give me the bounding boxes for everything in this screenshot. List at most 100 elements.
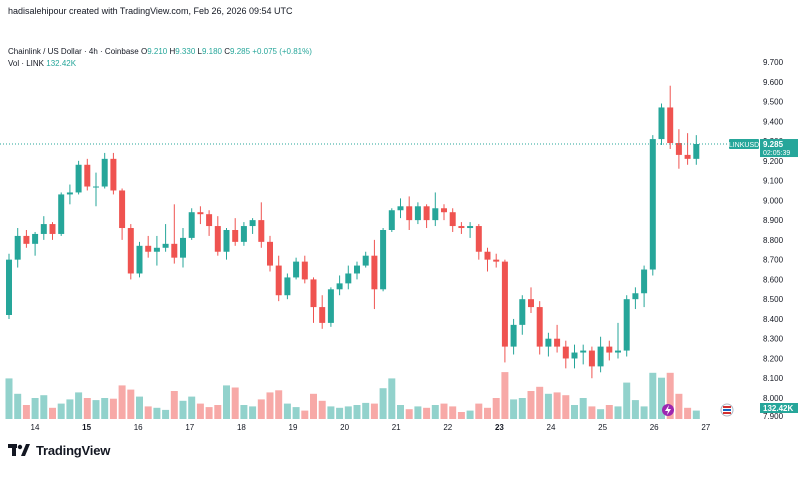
candle-body[interactable] (414, 206, 421, 221)
price-tick-label: 9.600 (763, 78, 784, 87)
candle-body[interactable] (127, 228, 134, 274)
volume-bar (501, 372, 509, 419)
volume-label[interactable]: Vol · LINK (8, 59, 45, 68)
candle-body[interactable] (284, 277, 291, 296)
candle-body[interactable] (432, 208, 439, 221)
candle-body[interactable] (171, 243, 178, 258)
candle-body[interactable] (319, 307, 326, 323)
candle-body[interactable] (510, 324, 517, 347)
volume-bar (510, 399, 518, 419)
candle-body[interactable] (188, 212, 195, 238)
candle-body[interactable] (623, 299, 630, 351)
price-tick-label: 9.700 (763, 58, 784, 67)
candle-body[interactable] (606, 346, 613, 353)
candle-body[interactable] (232, 230, 239, 242)
candle-body[interactable] (32, 233, 39, 244)
candle-body[interactable] (597, 346, 604, 367)
candle-body[interactable] (519, 299, 526, 325)
candle-body[interactable] (258, 220, 265, 242)
candle-body[interactable] (484, 251, 491, 260)
candle-body[interactable] (449, 212, 456, 227)
candle-body[interactable] (458, 226, 465, 229)
candle-body[interactable] (119, 190, 126, 229)
candle-body[interactable] (380, 230, 387, 290)
candle-body[interactable] (249, 220, 256, 227)
candle-body[interactable] (223, 230, 230, 252)
candle-body[interactable] (423, 206, 430, 221)
bar-countdown: 02:05:39 (763, 150, 790, 157)
candle-body[interactable] (371, 255, 378, 290)
candle-body[interactable] (267, 241, 273, 266)
candle-body[interactable] (180, 237, 186, 258)
candle-body[interactable] (562, 346, 569, 359)
close-label: C (224, 47, 231, 56)
candle-body[interactable] (441, 208, 447, 213)
candle-body[interactable] (75, 164, 82, 193)
candle-body[interactable] (206, 214, 213, 227)
time-tick-label: 15 (82, 423, 91, 432)
candle-body[interactable] (293, 261, 300, 278)
candle-body[interactable] (58, 194, 65, 234)
candle-body[interactable] (110, 158, 117, 191)
candle-body[interactable] (84, 164, 91, 187)
candle-body[interactable] (684, 154, 691, 159)
volume-bar (597, 409, 605, 419)
candle-body[interactable] (362, 255, 369, 266)
candle-body[interactable] (693, 144, 700, 159)
time-tick-label: 14 (31, 423, 40, 432)
price-tick-label: 8.500 (763, 295, 784, 304)
candle-body[interactable] (23, 235, 30, 244)
candle-body[interactable] (153, 247, 160, 252)
candle-body[interactable] (406, 206, 413, 221)
candle-body[interactable] (240, 226, 247, 242)
candle-body[interactable] (101, 158, 108, 187)
candle-body[interactable] (327, 289, 334, 323)
time-tick-label: 16 (134, 423, 143, 432)
candle-body[interactable] (580, 350, 587, 353)
candle-body[interactable] (136, 245, 143, 274)
candle-body[interactable] (475, 226, 482, 252)
candle-body[interactable] (571, 352, 578, 359)
candle-body[interactable] (388, 210, 395, 230)
candle-body[interactable] (336, 283, 343, 290)
candle-body[interactable] (275, 265, 282, 296)
volume-bar (449, 406, 457, 419)
candle-body[interactable] (162, 243, 169, 248)
symbol-name[interactable]: Chainlink / US Dollar · 4h · Coinbase (8, 47, 139, 56)
volume-bar (5, 378, 13, 419)
candle-body[interactable] (345, 273, 352, 284)
candle-body[interactable] (93, 186, 99, 188)
volume-bar (649, 372, 657, 419)
candle-body[interactable] (310, 279, 317, 308)
candle-body[interactable] (145, 245, 152, 252)
candle-body[interactable] (214, 226, 221, 252)
candle-body[interactable] (545, 338, 552, 347)
tradingview-footer[interactable]: TradingView (8, 443, 110, 458)
candle-body[interactable] (397, 206, 404, 211)
time-tick-label: 26 (650, 423, 659, 432)
candle-body[interactable] (49, 224, 56, 234)
candle-body[interactable] (354, 265, 360, 274)
candle-body[interactable] (588, 350, 595, 367)
candle-body[interactable] (301, 261, 308, 280)
candle-body[interactable] (197, 212, 204, 215)
candle-body[interactable] (675, 143, 682, 155)
candle-body[interactable] (467, 226, 474, 229)
candle-body[interactable] (536, 307, 543, 347)
price-tick-label: 7.900 (763, 412, 784, 421)
candle-body[interactable] (641, 269, 648, 294)
candle-body[interactable] (615, 350, 621, 353)
price-chart[interactable]: 9.7009.6009.5009.4009.3009.2009.1009.000… (0, 0, 800, 440)
candle-body[interactable] (66, 192, 73, 195)
candle-body[interactable] (493, 259, 500, 262)
candle-body[interactable] (658, 107, 665, 140)
candle-body[interactable] (554, 338, 561, 347)
candle-body[interactable] (632, 293, 639, 300)
candle-body[interactable] (40, 224, 47, 234)
candle-body[interactable] (14, 235, 21, 260)
candle-body[interactable] (528, 299, 534, 308)
candle-body[interactable] (501, 261, 508, 347)
candle-body[interactable] (6, 259, 12, 315)
candle-body[interactable] (667, 107, 674, 144)
candle-body[interactable] (649, 139, 656, 270)
